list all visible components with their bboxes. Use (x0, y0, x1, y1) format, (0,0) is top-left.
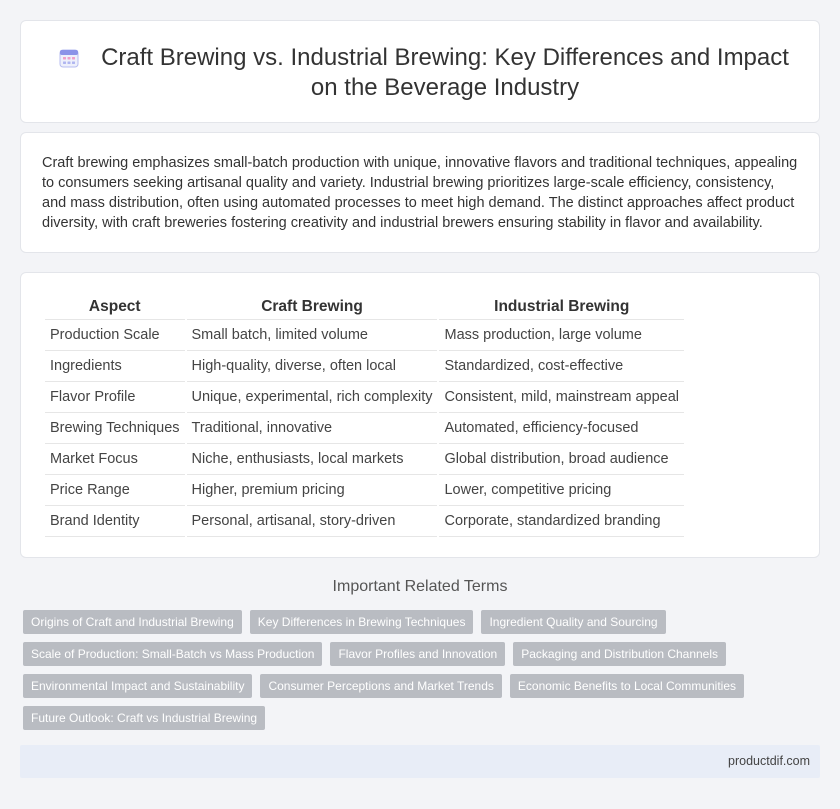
footer: productdif.com (20, 745, 820, 778)
table-cell: Consistent, mild, mainstream appeal (439, 382, 685, 413)
table-cell: Niche, enthusiasts, local markets (186, 444, 438, 475)
related-term-tag[interactable]: Economic Benefits to Local Communities (509, 674, 745, 698)
column-header-industrial: Industrial Brewing (439, 295, 685, 320)
table-cell: Lower, competitive pricing (439, 475, 685, 506)
table-cell: Mass production, large volume (439, 320, 685, 351)
table-cell: Personal, artisanal, story-driven (186, 506, 438, 537)
related-term-tag[interactable]: Key Differences in Brewing Techniques (249, 610, 474, 634)
intro-paragraph: Craft brewing emphasizes small-batch pro… (42, 155, 798, 231)
related-term-tag[interactable]: Consumer Perceptions and Market Trends (260, 674, 502, 698)
calendar-icon (59, 49, 79, 68)
table-cell: Ingredients (45, 351, 185, 382)
table-cell: Flavor Profile (45, 382, 185, 413)
related-term-tag[interactable]: Packaging and Distribution Channels (513, 642, 727, 666)
table-cell: Automated, efficiency-focused (439, 413, 685, 444)
table-cell: Market Focus (45, 444, 185, 475)
table-card: Aspect Craft Brewing Industrial Brewing … (20, 272, 820, 558)
intro-card: Craft brewing emphasizes small-batch pro… (20, 132, 820, 253)
table-cell: Global distribution, broad audience (439, 444, 685, 475)
table-cell: Higher, premium pricing (186, 475, 438, 506)
table-row: Brewing Techniques Traditional, innovati… (45, 413, 685, 444)
table-cell: Traditional, innovative (186, 413, 438, 444)
title-card: Craft Brewing vs. Industrial Brewing: Ke… (20, 20, 820, 123)
table-cell: Price Range (45, 475, 185, 506)
table-header-row: Aspect Craft Brewing Industrial Brewing (45, 295, 685, 320)
related-terms-list: Origins of Craft and Industrial Brewing … (23, 610, 783, 730)
table-cell: Brand Identity (45, 506, 185, 537)
related-terms-heading: Important Related Terms (332, 578, 508, 595)
column-header-craft: Craft Brewing (186, 295, 438, 320)
page-title: Craft Brewing vs. Industrial Brewing: Ke… (101, 44, 789, 101)
footer-site-link[interactable]: productdif.com (728, 754, 810, 768)
table-cell: Corporate, standardized branding (439, 506, 685, 537)
related-term-tag[interactable]: Ingredient Quality and Sourcing (481, 610, 666, 634)
related-term-tag[interactable]: Origins of Craft and Industrial Brewing (23, 610, 242, 634)
table-row: Price Range Higher, premium pricing Lowe… (45, 475, 685, 506)
table-row: Brand Identity Personal, artisanal, stor… (45, 506, 685, 537)
comparison-table: Aspect Craft Brewing Industrial Brewing … (43, 295, 686, 537)
related-term-tag[interactable]: Scale of Production: Small-Batch vs Mass… (23, 642, 323, 666)
table-cell: Standardized, cost-effective (439, 351, 685, 382)
table-cell: High-quality, diverse, often local (186, 351, 438, 382)
related-term-tag[interactable]: Future Outlook: Craft vs Industrial Brew… (23, 706, 266, 730)
table-row: Flavor Profile Unique, experimental, ric… (45, 382, 685, 413)
table-row: Production Scale Small batch, limited vo… (45, 320, 685, 351)
related-term-tag[interactable]: Environmental Impact and Sustainability (23, 674, 253, 698)
table-row: Market Focus Niche, enthusiasts, local m… (45, 444, 685, 475)
column-header-aspect: Aspect (45, 295, 185, 320)
table-cell: Production Scale (45, 320, 185, 351)
table-row: Ingredients High-quality, diverse, often… (45, 351, 685, 382)
table-cell: Small batch, limited volume (186, 320, 438, 351)
related-term-tag[interactable]: Flavor Profiles and Innovation (330, 642, 506, 666)
table-cell: Brewing Techniques (45, 413, 185, 444)
table-cell: Unique, experimental, rich complexity (186, 382, 438, 413)
